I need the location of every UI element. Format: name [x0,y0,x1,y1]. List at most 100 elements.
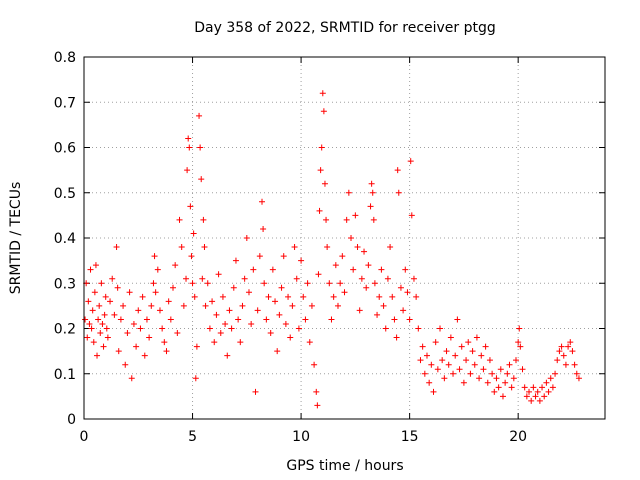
data-point [165,298,172,305]
data-point [189,280,196,287]
data-point [274,348,281,355]
data-point [480,366,487,373]
data-point [267,330,274,337]
data-point [95,316,102,323]
data-point [159,325,166,332]
data-point [456,366,463,373]
data-point [512,357,519,364]
data-point [410,275,417,282]
data-point [252,388,259,395]
data-point [354,244,361,251]
data-point [541,393,548,400]
data-point [135,307,142,314]
data-point [478,352,485,359]
data-point [254,307,261,314]
data-point [395,189,402,196]
data-point [370,216,377,223]
data-point [113,244,120,251]
data-point [237,339,244,346]
data-point [521,384,528,391]
data-point [499,393,506,400]
data-point [330,293,337,300]
data-point [536,397,543,404]
data-point [241,275,248,282]
data-point [117,316,124,323]
data-point [192,375,199,382]
data-point [122,361,129,368]
data-point [458,343,465,350]
data-point [98,280,105,287]
y-tick-label: 0 [67,412,76,428]
data-point [407,158,414,165]
data-point [107,298,114,305]
data-point [196,112,203,119]
data-point [489,370,496,377]
data-point [85,298,92,305]
data-point [298,257,305,264]
data-point [300,293,307,300]
data-point [139,293,146,300]
data-point [114,284,121,291]
data-point [530,384,537,391]
data-point [350,266,357,273]
data-point [120,302,127,309]
data-point [133,343,140,350]
data-point [552,370,559,377]
data-point [163,348,170,355]
data-point [150,280,157,287]
data-point [495,384,502,391]
data-points [82,90,582,409]
data-point [523,393,530,400]
data-point [197,144,204,151]
data-point [260,225,267,232]
y-axis-label: SRMTID / TECUs [8,182,24,295]
data-point [356,307,363,314]
x-axis-label: GPS time / hours [286,458,403,474]
data-point [313,388,320,395]
data-point [543,379,550,386]
data-point [199,275,206,282]
data-point [101,311,108,318]
y-tick-label: 0.8 [54,50,76,66]
data-point [367,203,374,210]
data-point [263,316,270,323]
data-point [417,357,424,364]
data-point [452,352,459,359]
data-point [124,330,131,337]
data-point [324,244,331,251]
data-point [426,379,433,386]
data-point [137,325,144,332]
data-point [94,352,101,359]
data-point [506,361,513,368]
data-point [200,216,207,223]
data-point [217,330,224,337]
data-point [573,370,580,377]
data-point [302,316,309,323]
y-tick-label: 0.6 [54,141,76,157]
data-point [239,302,246,309]
data-point [111,311,118,318]
data-point [280,253,287,260]
data-point [89,307,96,314]
data-point [282,320,289,327]
data-point [421,370,428,377]
data-point [413,293,420,300]
data-point [278,284,285,291]
data-point [317,167,324,174]
data-point [193,343,200,350]
data-point [256,253,263,260]
data-point [289,302,296,309]
data-point [226,307,233,314]
data-point [389,293,396,300]
data-point [334,302,341,309]
data-point [428,361,435,368]
data-point [295,325,302,332]
data-point [185,135,192,142]
data-point [491,388,498,395]
x-tick-label: 15 [401,429,419,445]
data-point [245,289,252,296]
data-point [186,144,193,151]
data-point [569,348,576,355]
data-point [143,316,150,323]
